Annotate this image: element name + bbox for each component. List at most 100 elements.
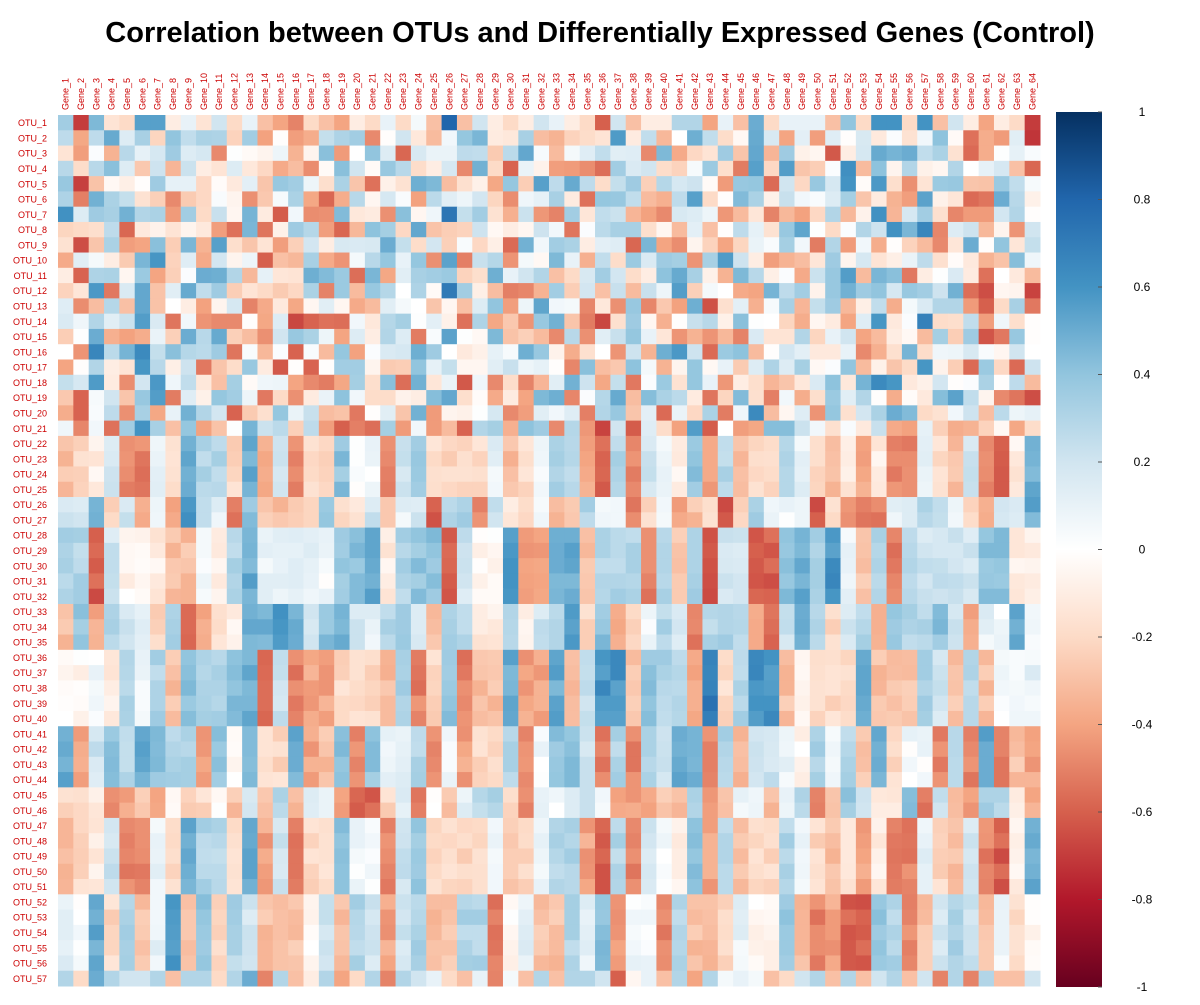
heatmap-cell [533, 512, 550, 529]
heatmap-cell [947, 542, 964, 559]
heatmap-cell [226, 710, 243, 727]
heatmap-cell [564, 420, 581, 437]
heatmap-cell [702, 634, 719, 651]
heatmap-cell [1009, 481, 1026, 498]
heatmap-cell [472, 802, 489, 819]
heatmap-cell [533, 710, 550, 727]
heatmap-cell [410, 924, 427, 941]
heatmap-cell [641, 833, 657, 849]
heatmap-cell [993, 221, 1010, 238]
heatmap-cell [901, 252, 918, 269]
heatmap-cell [1009, 542, 1026, 559]
heatmap-cell [533, 772, 550, 788]
heatmap-cell [595, 833, 611, 849]
heatmap-cell [58, 206, 74, 223]
heatmap-cell [226, 405, 243, 422]
heatmap-cell [73, 451, 90, 467]
heatmap-cell [932, 833, 949, 849]
heatmap-cell [610, 588, 627, 605]
heatmap-cell [687, 573, 703, 590]
heatmap-cell [288, 573, 304, 590]
heatmap-cell [671, 160, 688, 177]
heatmap-cell [840, 344, 857, 360]
heatmap-cell [733, 115, 749, 131]
heatmap-cell [334, 466, 351, 483]
heatmap-cell [364, 741, 381, 758]
heatmap-cell [395, 497, 412, 513]
heatmap-cell [748, 741, 765, 758]
heatmap-cell [917, 527, 934, 544]
heatmap-cell [380, 542, 397, 559]
heatmap-cell [610, 390, 627, 406]
heatmap-cell [840, 833, 857, 849]
heatmap-cell [288, 130, 304, 147]
heatmap-cell [702, 237, 719, 254]
heatmap-cell [349, 237, 366, 254]
heatmap-cell [303, 206, 320, 223]
heatmap-cell [886, 710, 903, 727]
heatmap-cell [456, 802, 473, 819]
heatmap-cell [549, 206, 565, 223]
heatmap-cell [134, 512, 151, 529]
heatmap-cell [595, 313, 611, 330]
heatmap-cell [119, 405, 136, 422]
heatmap-cell [794, 573, 811, 590]
heatmap-cell [886, 741, 903, 758]
heatmap-cell [1009, 680, 1026, 697]
column-label: Gene_25 [429, 73, 439, 110]
heatmap-cell [947, 145, 964, 162]
heatmap-cell [687, 221, 703, 238]
heatmap-cell [641, 542, 657, 559]
heatmap-cell [748, 603, 765, 620]
heatmap-cell [886, 420, 903, 437]
heatmap-cell [963, 710, 980, 727]
heatmap-cell [748, 237, 765, 254]
heatmap-cell [641, 634, 657, 651]
heatmap-cell [502, 451, 519, 467]
heatmap-cell [656, 313, 673, 330]
heatmap-cell [196, 359, 212, 376]
heatmap-cell [564, 328, 581, 345]
heatmap-cell [886, 787, 903, 804]
heatmap-cell [257, 833, 274, 849]
heatmap-cell [395, 894, 412, 911]
heatmap-cell [318, 497, 335, 513]
heatmap-cell [763, 313, 780, 330]
heatmap-cell [472, 955, 489, 972]
heatmap-cell [947, 680, 964, 697]
heatmap-cell [595, 817, 611, 834]
heatmap-cell [518, 160, 535, 177]
heatmap-cell [318, 802, 335, 819]
heatmap-cell [242, 863, 258, 880]
heatmap-cell [58, 130, 74, 147]
heatmap-cell [809, 145, 826, 162]
heatmap-cell [288, 756, 304, 773]
heatmap-cell [825, 909, 842, 926]
heatmap-cell [840, 160, 857, 177]
heatmap-cell [978, 252, 995, 269]
heatmap-cell [886, 267, 903, 284]
heatmap-cell [610, 573, 627, 590]
heatmap-cell [180, 145, 197, 162]
heatmap-cell [303, 420, 320, 437]
heatmap-cell [595, 115, 611, 131]
heatmap-cell [825, 390, 842, 406]
heatmap-cell [533, 115, 550, 131]
heatmap-cell [410, 298, 427, 315]
heatmap-cell [441, 405, 458, 422]
heatmap-cell [119, 497, 136, 513]
heatmap-cell [595, 558, 611, 574]
heatmap-cell [487, 863, 504, 880]
heatmap-cell [564, 359, 581, 376]
heatmap-cell [763, 787, 780, 804]
heatmap-cell [303, 863, 320, 880]
heatmap-cell [671, 527, 688, 544]
heatmap-cell [272, 176, 289, 192]
heatmap-cell [104, 420, 120, 437]
heatmap-cell [917, 405, 934, 422]
heatmap-cell [901, 649, 918, 666]
heatmap-cell [610, 497, 627, 513]
heatmap-cell [579, 466, 596, 483]
heatmap-cell [779, 145, 795, 162]
heatmap-cell [825, 221, 842, 238]
